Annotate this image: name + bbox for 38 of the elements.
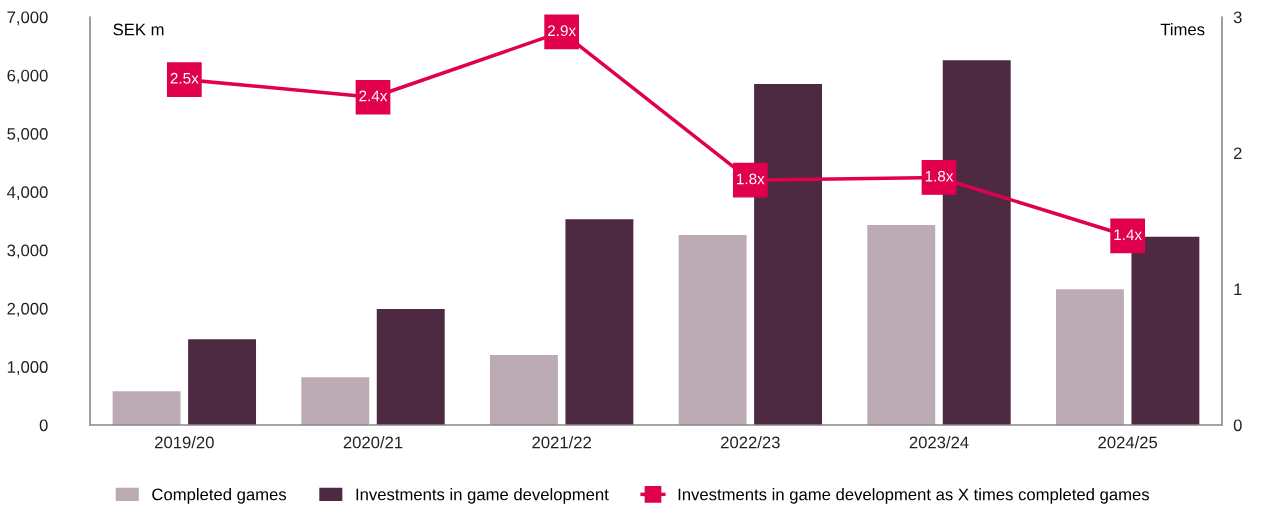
bar — [376, 309, 445, 425]
legend-label: Completed games — [152, 488, 287, 504]
x-tick-label: 2021/22 — [532, 436, 591, 449]
x-tick-label: 2022/23 — [721, 436, 780, 449]
y-tick-label: 3,000 — [7, 244, 48, 259]
y2-tick-label: 0 — [1233, 419, 1242, 432]
bar — [565, 219, 634, 425]
y-tick-label: 0 — [39, 419, 48, 432]
y-tick-label: 2,000 — [7, 302, 48, 317]
data-label: 1.8x — [737, 173, 765, 185]
bar — [301, 377, 370, 425]
y2-tick-label: 1 — [1234, 283, 1242, 296]
x-tick-label: 2019/20 — [155, 436, 214, 449]
bar — [489, 355, 558, 425]
legend-label: Investments in game development — [356, 488, 609, 504]
x-tick-label: 2020/21 — [343, 436, 403, 449]
y-tick-label: 1,000 — [7, 361, 48, 375]
y-tick-label: 6,000 — [7, 69, 48, 84]
legend-label: Investments in game development as X times completed games — [678, 488, 1150, 504]
data-label: 2.5x — [170, 72, 199, 84]
bar — [1055, 289, 1124, 425]
y-tick-label: 5,000 — [7, 127, 48, 142]
y2-axis-title: Times — [1160, 23, 1205, 36]
y-axis-title: SEK m — [113, 23, 164, 36]
data-label: 1.8x — [925, 170, 954, 182]
data-label: 2.9x — [548, 25, 576, 37]
bar — [867, 225, 936, 425]
x-tick-label: 2023/24 — [909, 436, 969, 449]
y-tick-label: 4,000 — [7, 186, 48, 201]
y2-tick-label: 3 — [1233, 11, 1242, 24]
bar — [678, 234, 747, 425]
data-label: 2.4x — [359, 90, 388, 102]
y2-tick-label: 2 — [1233, 147, 1242, 160]
data-label: 1.4x — [1114, 229, 1142, 240]
bar — [112, 391, 181, 425]
y-tick-label: 7,000 — [7, 11, 48, 26]
bar — [188, 339, 257, 425]
x-tick-label: 2024/25 — [1098, 436, 1158, 449]
